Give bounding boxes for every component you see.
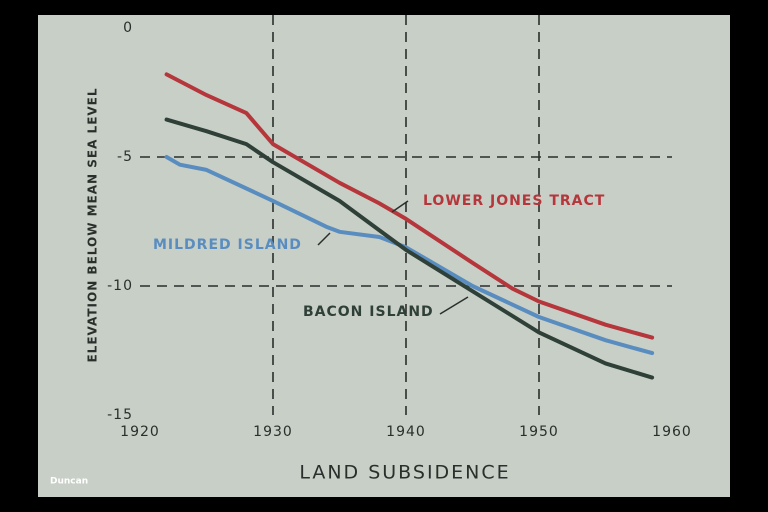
- x-tick-label: 1930: [253, 424, 293, 440]
- y-tick-label: -5: [117, 149, 133, 165]
- y-axis-label: ELEVATION BELOW MEAN SEA LEVEL: [86, 87, 100, 362]
- series-label: BACON ISLAND: [303, 304, 434, 320]
- label-arrow: [317, 232, 331, 246]
- x-tick-label: 1940: [386, 424, 426, 440]
- slide: [38, 15, 730, 497]
- x-tick-label: 1960: [652, 424, 692, 440]
- series-line: [164, 117, 655, 380]
- x-tick-label: 1920: [120, 424, 160, 440]
- y-tick-label: 0: [123, 20, 133, 36]
- x-axis-label: LAND SUBSIDENCE: [299, 462, 510, 484]
- y-tick-label: -10: [107, 278, 133, 294]
- x-tick-label: 1950: [519, 424, 559, 440]
- series-label: LOWER JONES TRACT: [423, 193, 605, 209]
- series-line: [164, 155, 655, 356]
- label-arrow: [439, 296, 469, 315]
- y-tick-label: -15: [107, 407, 133, 423]
- credit: Duncan: [50, 477, 88, 487]
- label-arrow: [391, 200, 409, 213]
- series-label: MILDRED ISLAND: [153, 237, 302, 253]
